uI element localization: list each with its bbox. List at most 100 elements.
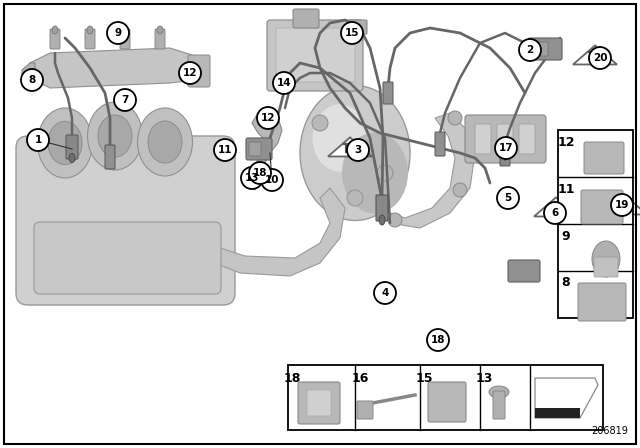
Circle shape xyxy=(249,162,271,184)
FancyBboxPatch shape xyxy=(293,9,319,28)
FancyBboxPatch shape xyxy=(120,29,130,49)
FancyBboxPatch shape xyxy=(188,55,210,87)
Circle shape xyxy=(388,213,402,227)
Polygon shape xyxy=(535,378,598,418)
Circle shape xyxy=(453,183,467,197)
Text: 15: 15 xyxy=(415,371,433,384)
FancyBboxPatch shape xyxy=(349,20,367,34)
Text: 20: 20 xyxy=(593,53,607,63)
Ellipse shape xyxy=(88,102,143,170)
Circle shape xyxy=(519,39,541,61)
Text: 8: 8 xyxy=(562,276,570,289)
Text: 11: 11 xyxy=(218,145,232,155)
Polygon shape xyxy=(250,110,282,190)
Polygon shape xyxy=(25,48,200,88)
Text: 2: 2 xyxy=(526,45,534,55)
Text: 9: 9 xyxy=(115,28,122,38)
FancyBboxPatch shape xyxy=(66,135,78,159)
Ellipse shape xyxy=(592,241,620,277)
FancyBboxPatch shape xyxy=(307,390,331,416)
Polygon shape xyxy=(328,138,372,156)
Text: 17: 17 xyxy=(499,143,513,153)
FancyBboxPatch shape xyxy=(465,115,546,163)
Text: 16: 16 xyxy=(351,371,369,384)
Ellipse shape xyxy=(342,133,408,214)
Circle shape xyxy=(312,115,328,131)
FancyBboxPatch shape xyxy=(519,124,535,154)
FancyBboxPatch shape xyxy=(532,42,548,56)
FancyBboxPatch shape xyxy=(383,82,393,104)
FancyBboxPatch shape xyxy=(584,142,624,174)
FancyBboxPatch shape xyxy=(508,260,540,282)
Text: 13: 13 xyxy=(476,371,493,384)
FancyBboxPatch shape xyxy=(500,142,510,166)
Bar xyxy=(288,365,603,430)
Bar xyxy=(535,408,580,418)
Circle shape xyxy=(374,282,396,304)
FancyBboxPatch shape xyxy=(581,190,623,224)
FancyBboxPatch shape xyxy=(50,29,60,49)
Polygon shape xyxy=(573,45,617,65)
FancyBboxPatch shape xyxy=(594,257,618,277)
FancyBboxPatch shape xyxy=(428,382,466,422)
Ellipse shape xyxy=(489,386,509,398)
FancyBboxPatch shape xyxy=(578,283,626,321)
Text: 18: 18 xyxy=(253,168,268,178)
Circle shape xyxy=(179,62,201,84)
Circle shape xyxy=(347,190,363,206)
Circle shape xyxy=(611,194,633,216)
Text: 11: 11 xyxy=(557,182,575,195)
Polygon shape xyxy=(603,195,640,215)
Text: 13: 13 xyxy=(244,173,259,183)
Polygon shape xyxy=(390,113,475,228)
Circle shape xyxy=(377,165,393,181)
Text: 8: 8 xyxy=(28,75,36,85)
Text: 1: 1 xyxy=(35,135,42,145)
Ellipse shape xyxy=(379,215,385,225)
Circle shape xyxy=(21,69,43,91)
FancyBboxPatch shape xyxy=(528,38,562,60)
Ellipse shape xyxy=(38,108,93,178)
Text: 9: 9 xyxy=(562,229,570,242)
Ellipse shape xyxy=(48,121,82,165)
Circle shape xyxy=(589,47,611,69)
FancyBboxPatch shape xyxy=(435,132,445,156)
Text: 7: 7 xyxy=(122,95,129,105)
Text: 14: 14 xyxy=(276,78,291,88)
FancyBboxPatch shape xyxy=(16,136,235,305)
FancyBboxPatch shape xyxy=(475,124,491,154)
FancyBboxPatch shape xyxy=(376,195,388,221)
Bar xyxy=(558,130,633,318)
Text: 12: 12 xyxy=(183,68,197,78)
Circle shape xyxy=(27,129,49,151)
Ellipse shape xyxy=(122,26,128,34)
Polygon shape xyxy=(22,63,35,86)
Polygon shape xyxy=(534,198,578,216)
Ellipse shape xyxy=(98,115,132,157)
Text: 10: 10 xyxy=(265,175,279,185)
Circle shape xyxy=(273,72,295,94)
Circle shape xyxy=(261,169,283,191)
FancyBboxPatch shape xyxy=(155,29,165,49)
FancyBboxPatch shape xyxy=(298,382,340,424)
Circle shape xyxy=(241,167,263,189)
Text: 206819: 206819 xyxy=(591,426,628,436)
Text: 4: 4 xyxy=(381,288,388,298)
Text: 18: 18 xyxy=(431,335,445,345)
Text: 19: 19 xyxy=(615,200,629,210)
FancyBboxPatch shape xyxy=(267,20,363,91)
Circle shape xyxy=(347,139,369,161)
FancyBboxPatch shape xyxy=(276,28,355,82)
Text: 12: 12 xyxy=(557,135,575,148)
FancyBboxPatch shape xyxy=(249,142,261,156)
Ellipse shape xyxy=(148,121,182,163)
FancyBboxPatch shape xyxy=(357,401,373,419)
Circle shape xyxy=(107,22,129,44)
FancyBboxPatch shape xyxy=(105,145,115,169)
FancyBboxPatch shape xyxy=(246,138,272,160)
Circle shape xyxy=(544,202,566,224)
Ellipse shape xyxy=(138,108,193,176)
FancyBboxPatch shape xyxy=(34,222,221,294)
Text: 15: 15 xyxy=(345,28,359,38)
Text: 18: 18 xyxy=(284,371,301,384)
